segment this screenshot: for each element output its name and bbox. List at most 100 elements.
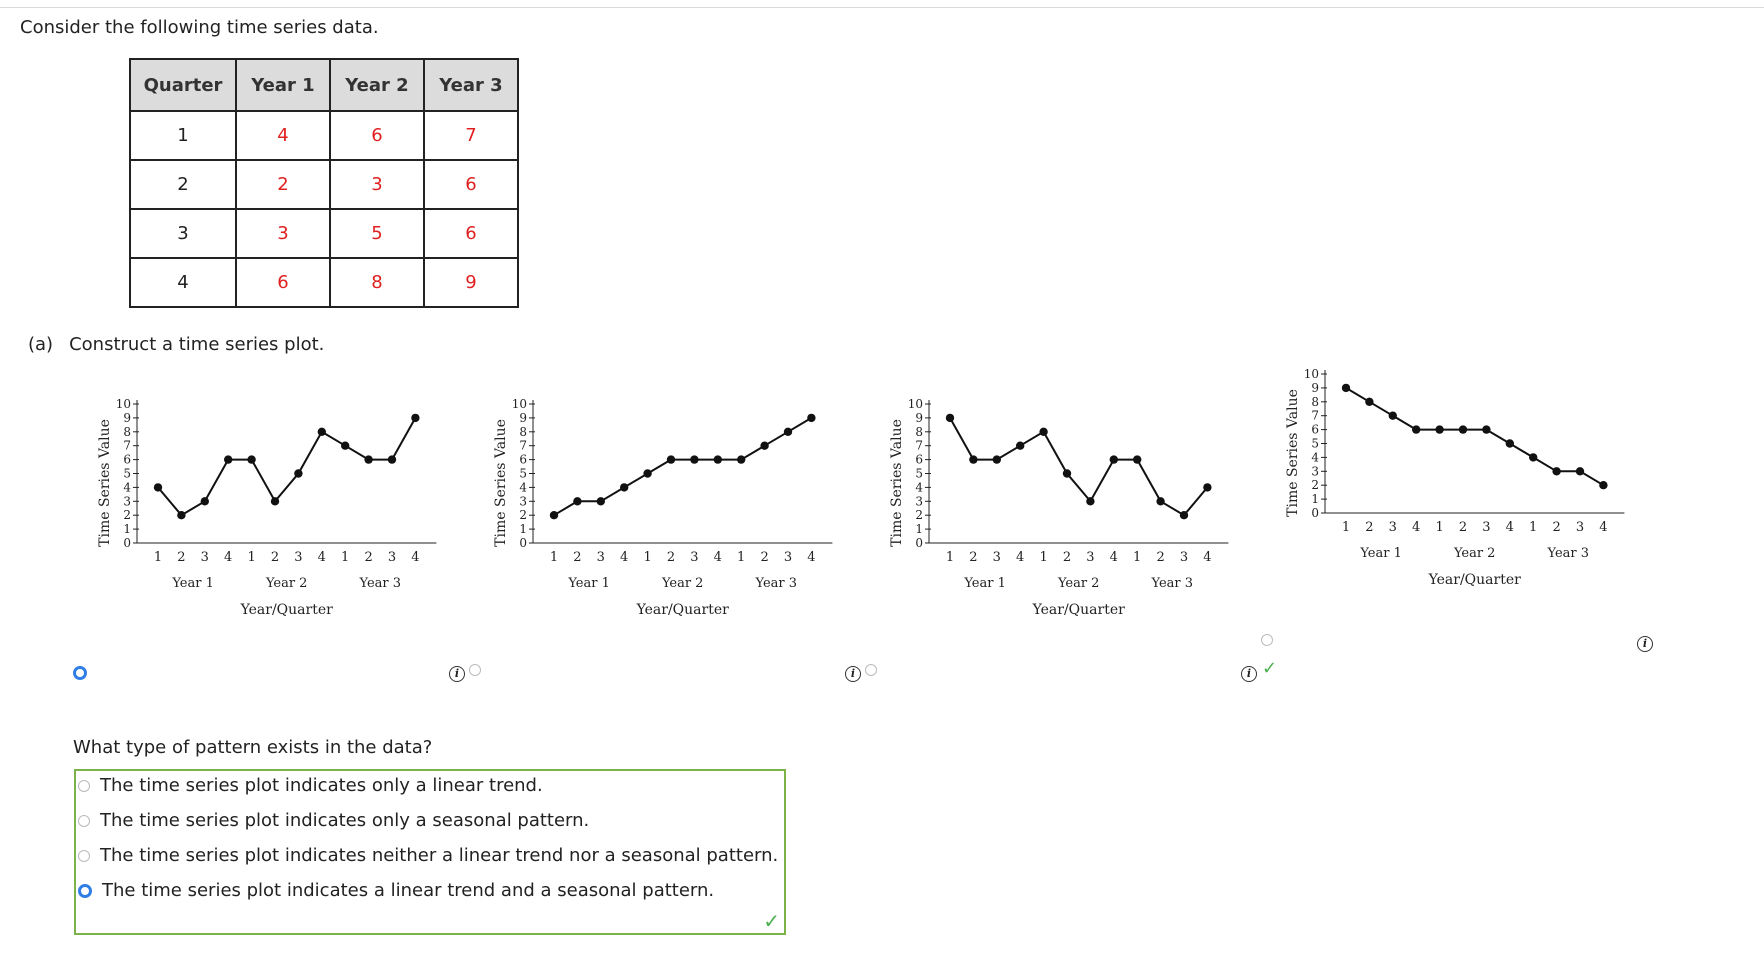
y-tick-label: 4 (123, 480, 131, 494)
y-tick-label: 2 (1311, 478, 1319, 492)
data-point (992, 455, 1001, 464)
y-tick-label: 9 (519, 411, 527, 425)
y-axis-label: Time Series Value (493, 419, 509, 547)
x-tick-label: 2 (1365, 520, 1373, 535)
x-tick-label: 1 (1039, 550, 1047, 565)
year-label: Year 2 (661, 576, 704, 591)
data-point (1016, 441, 1025, 450)
info-icon[interactable]: i (449, 666, 465, 682)
table-cell: 8 (329, 257, 425, 308)
data-point (1505, 439, 1514, 448)
y-tick-label: 6 (123, 453, 131, 467)
data-point (760, 441, 769, 450)
x-tick-label: 3 (597, 550, 605, 565)
x-tick-label: 4 (1412, 520, 1420, 535)
x-tick-label: 4 (224, 550, 232, 565)
data-point (1109, 455, 1118, 464)
y-axis-label: Time Series Value (97, 419, 113, 547)
x-axis-label: Year/Quarter (240, 602, 334, 618)
data-point (224, 455, 233, 464)
table-row: 3 3 5 6 (129, 208, 519, 259)
x-tick-label: 4 (1599, 520, 1607, 535)
y-tick-label: 6 (1311, 423, 1319, 437)
x-tick-label: 2 (1156, 550, 1164, 565)
data-point (1133, 455, 1142, 464)
data-point (294, 469, 303, 478)
y-tick-label: 10 (1304, 367, 1319, 381)
table-cell: 6 (235, 257, 331, 308)
data-point (1552, 467, 1561, 476)
y-tick-label: 5 (519, 467, 527, 481)
y-axis-label: Time Series Value (1285, 389, 1301, 517)
data-point (1062, 469, 1072, 478)
x-tick-label: 4 (714, 550, 722, 565)
plot-option-4-radio[interactable] (1261, 634, 1273, 646)
part-a-label: (a) (28, 334, 54, 355)
x-tick-label: 1 (1435, 520, 1443, 535)
data-point (807, 413, 816, 423)
x-tick-label: 4 (1110, 550, 1118, 565)
answer-option-3[interactable]: The time series plot indicates neither a… (76, 845, 778, 866)
x-tick-label: 2 (667, 550, 675, 565)
answer-option-4-radio[interactable] (78, 884, 92, 898)
year-label: Year 3 (1547, 546, 1590, 561)
answer-option-3-radio[interactable] (78, 850, 90, 862)
x-tick-label: 1 (946, 550, 954, 565)
answer-option-1-radio[interactable] (78, 780, 90, 792)
plot-option-2-radio[interactable] (469, 664, 481, 676)
answer-option-2-radio[interactable] (78, 815, 90, 827)
x-tick-label: 3 (993, 550, 1001, 565)
data-table: Quarter Year 1 Year 2 Year 3 1 4 6 7 2 2… (129, 58, 519, 308)
x-tick-label: 2 (271, 550, 279, 565)
answer-option-2[interactable]: The time series plot indicates only a se… (76, 810, 589, 831)
y-tick-label: 7 (123, 439, 131, 453)
data-point (573, 497, 582, 506)
series-line (157, 417, 417, 517)
table-cell: 9 (423, 257, 519, 308)
checkmark-icon: ✓ (1262, 658, 1278, 679)
y-tick-label: 10 (512, 397, 527, 411)
y-tick-label: 8 (1311, 395, 1319, 409)
x-tick-label: 2 (1552, 520, 1560, 535)
y-tick-label: 8 (123, 425, 131, 439)
plot-option-1-radio[interactable] (73, 666, 87, 680)
x-axis-label: Year/Quarter (1428, 572, 1522, 588)
data-point (387, 455, 397, 464)
data-point (1599, 481, 1608, 490)
y-tick-label: 1 (123, 522, 131, 536)
year-label: Year 3 (755, 576, 798, 591)
info-icon[interactable]: i (1637, 636, 1653, 652)
data-point (643, 469, 652, 478)
table-cell: 2 (235, 159, 331, 210)
answer-option-label: The time series plot indicates only a se… (100, 810, 590, 831)
y-tick-label: 0 (123, 536, 131, 550)
x-tick-label: 3 (1389, 520, 1397, 535)
x-tick-label: 4 (411, 550, 419, 565)
x-tick-label: 3 (784, 550, 792, 565)
data-point (549, 511, 559, 520)
data-point (200, 497, 209, 506)
x-tick-label: 3 (294, 550, 302, 565)
y-tick-label: 0 (519, 536, 527, 550)
table-row: 4 6 8 9 (129, 257, 519, 308)
answer-option-4[interactable]: The time series plot indicates a linear … (76, 880, 714, 901)
answer-option-label: The time series plot indicates neither a… (100, 845, 779, 866)
x-tick-label: 3 (1482, 520, 1490, 535)
y-tick-label: 3 (123, 494, 131, 508)
table-header: Year 3 (423, 58, 519, 112)
table-cell: 7 (423, 110, 519, 161)
info-icon[interactable]: i (845, 666, 861, 682)
part-a-heading: (a) Construct a time series plot. (28, 334, 324, 355)
plot-option-3-radio[interactable] (865, 664, 877, 676)
x-tick-label: 4 (1016, 550, 1024, 565)
year-label: Year 3 (1151, 576, 1194, 591)
answer-option-1[interactable]: The time series plot indicates only a li… (76, 775, 543, 796)
data-point (177, 511, 186, 520)
info-icon[interactable]: i (1241, 666, 1257, 682)
data-point (945, 413, 955, 423)
x-tick-label: 2 (969, 550, 977, 565)
y-tick-label: 4 (1311, 450, 1319, 464)
y-tick-label: 9 (915, 411, 923, 425)
data-point (620, 483, 629, 492)
x-tick-label: 1 (154, 550, 162, 565)
